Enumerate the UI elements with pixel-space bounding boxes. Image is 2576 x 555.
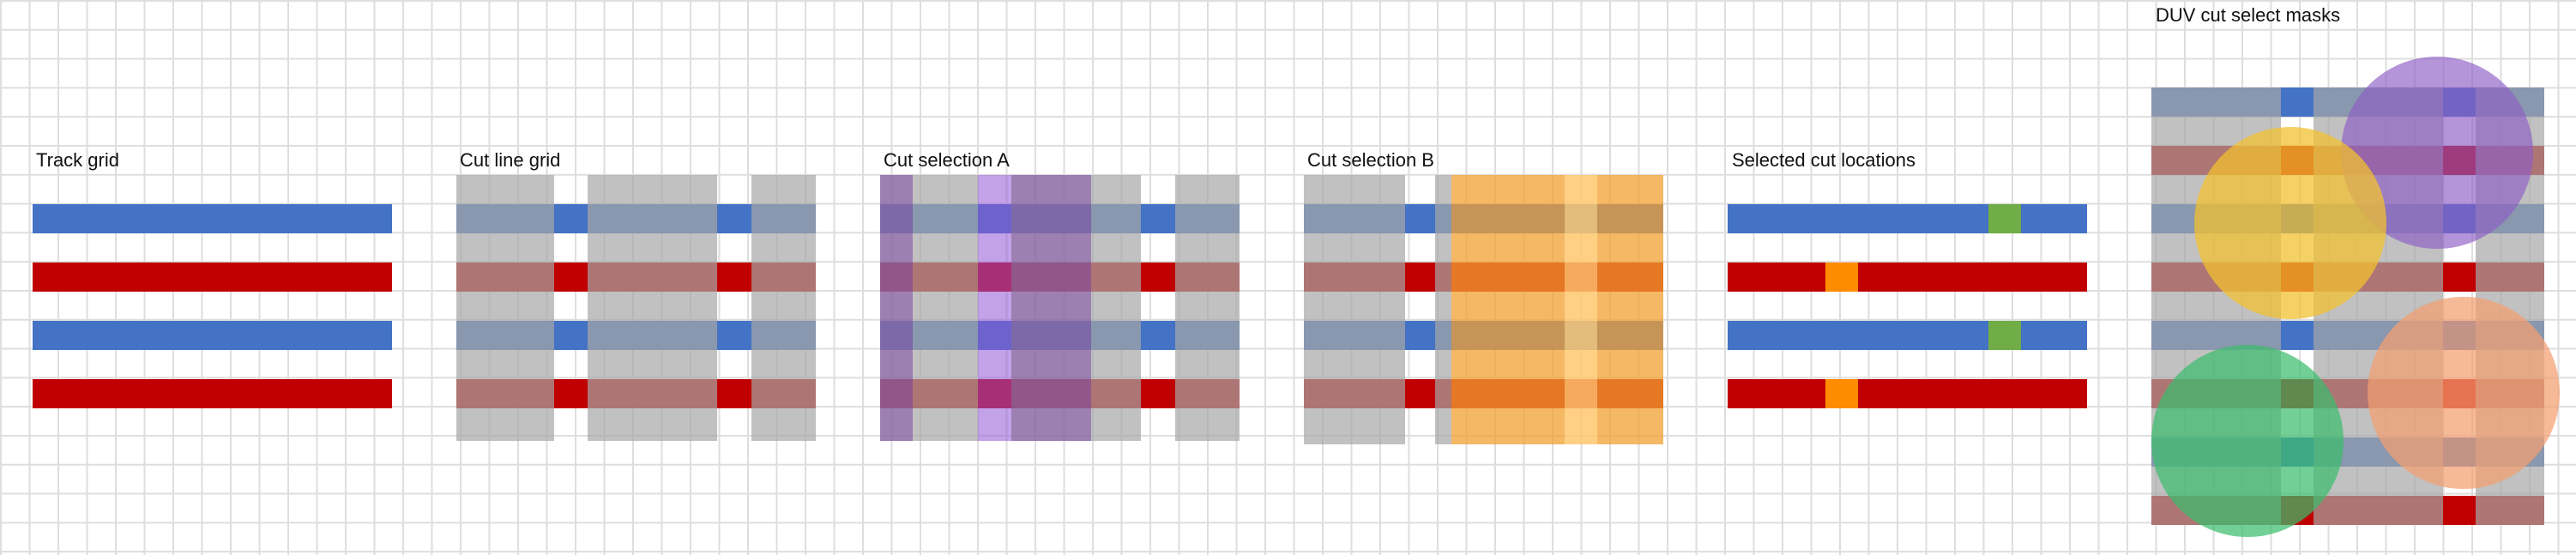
cut-line-bar: [1175, 175, 1240, 441]
cut-line-bar: [880, 175, 978, 441]
duv-mask-green: [2151, 345, 2344, 537]
cut-line-bar: [1435, 175, 1451, 444]
track-blue-1: [33, 204, 392, 233]
selection-a-region: [978, 175, 1011, 441]
cut-line-bar: [588, 175, 717, 441]
track-red-1: [1728, 262, 2087, 292]
title-cut-selection-b: Cut selection B: [1307, 149, 1434, 171]
title-cut-line-grid: Cut line grid: [460, 149, 561, 171]
track-red-2: [33, 379, 392, 408]
selection-b-region: [1451, 175, 1565, 444]
cut-line-bar: [456, 175, 554, 441]
selected-cut-orange: [1825, 262, 1858, 292]
selected-cut-orange: [1825, 379, 1858, 408]
title-track-grid: Track grid: [36, 149, 119, 171]
track-blue-2: [33, 321, 392, 350]
duv-mask-peach: [2368, 297, 2560, 489]
cut-line-bar: [751, 175, 816, 441]
title-duv-cut-select-masks: DUV cut select masks: [2156, 4, 2341, 26]
track-red-2: [1728, 379, 2087, 408]
selected-cut-green: [1988, 204, 2021, 233]
duv-mask-yellow: [2194, 127, 2386, 319]
duv-mask-purple: [2341, 57, 2533, 249]
cut-line-bar: [1304, 175, 1405, 444]
track-blue-2: [1728, 321, 2087, 350]
selection-a-region: [880, 175, 913, 441]
selection-b-region: [1597, 175, 1663, 444]
title-selected-cut-locations: Selected cut locations: [1732, 149, 1916, 171]
selected-cut-green: [1988, 321, 2021, 350]
selection-b-region: [1565, 175, 1597, 444]
track-red-1: [33, 262, 392, 292]
selection-a-region: [1011, 175, 1091, 441]
title-cut-selection-a: Cut selection A: [884, 149, 1010, 171]
track-blue-1: [1728, 204, 2087, 233]
cut-line-bar: [1011, 175, 1141, 441]
duv-mask-overlay: [2151, 57, 2560, 537]
